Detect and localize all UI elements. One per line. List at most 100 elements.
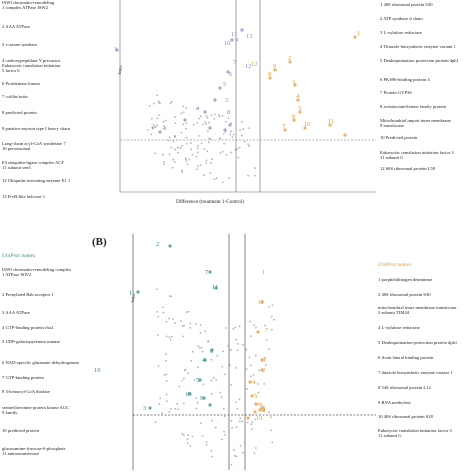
highlighted-point (230, 38, 234, 42)
data-point (231, 427, 233, 429)
highlighted-point (328, 123, 332, 127)
data-point (223, 415, 226, 418)
panel-a-axes (119, 0, 376, 193)
point-label: 10 (224, 40, 231, 47)
data-point (235, 455, 238, 458)
data-point (196, 151, 199, 154)
data-point (207, 340, 209, 343)
data-point (162, 306, 164, 309)
data-point (169, 295, 171, 297)
data-point (165, 360, 168, 362)
data-point (147, 129, 149, 131)
data-point (253, 324, 256, 327)
point-label: 3 (292, 79, 295, 86)
data-point (182, 434, 185, 437)
list-item: E3 ubiquitin-ligase complex ACF 11 subun… (2, 160, 64, 171)
list-item: 8 predicted protein (2, 110, 37, 115)
highlighted-point (228, 123, 232, 127)
list-item: 6 Actin lateral binding protein (378, 355, 434, 360)
data-point (165, 373, 168, 376)
data-point (168, 336, 171, 339)
data-point (170, 408, 172, 410)
point-label: 7 (233, 59, 237, 66)
data-point (158, 403, 160, 405)
list-item: 5 Deubiquitination-protection protein dp… (378, 340, 458, 345)
data-point (174, 322, 177, 325)
data-point (242, 343, 244, 346)
highlighted-point (288, 60, 292, 64)
point-label: 6 (258, 401, 262, 408)
data-point (221, 365, 224, 368)
highlighted-point (293, 83, 297, 87)
point-label: 3 (262, 406, 265, 413)
data-point (234, 366, 237, 369)
data-point (181, 325, 184, 327)
data-point (185, 311, 188, 314)
data-point (206, 116, 209, 119)
data-point (205, 441, 208, 444)
data-point (247, 174, 250, 177)
point-label: 1 (357, 30, 360, 37)
data-point (196, 401, 199, 404)
data-point (197, 134, 200, 137)
data-point (210, 393, 213, 395)
data-point (223, 142, 226, 145)
data-point (172, 140, 175, 143)
data-point (165, 320, 168, 323)
list-item: 4 carboxypeptidase Y precursor Eukaryoti… (2, 58, 61, 74)
data-point (169, 339, 172, 341)
data-point (210, 449, 213, 452)
data-point (218, 115, 221, 118)
list-item: 2 Prenylated Rab acceptor 1 (2, 292, 54, 297)
data-point (224, 433, 226, 436)
data-point (221, 114, 224, 117)
data-point (183, 324, 186, 327)
highlighted-point (296, 98, 300, 102)
list-item: ISWI chromatin-remodeling complex 1 ATPa… (2, 267, 72, 278)
highlighted-point (240, 28, 244, 32)
point-label: 10 (304, 121, 311, 128)
data-point (180, 112, 183, 115)
data-point (254, 447, 257, 449)
data-point (192, 123, 195, 126)
data-point (164, 119, 167, 122)
highlighted-point (260, 300, 264, 304)
data-point (271, 304, 274, 307)
data-point (228, 364, 231, 367)
data-point (201, 123, 204, 126)
data-point (271, 441, 274, 444)
data-point (182, 111, 185, 114)
data-point (181, 432, 184, 435)
data-point (178, 385, 181, 388)
data-point (187, 310, 190, 313)
data-point (171, 318, 174, 321)
list-item: ISWI chromatin-remodeling 1 complex ATPa… (2, 0, 55, 11)
data-point (165, 393, 168, 396)
data-point (205, 162, 208, 164)
data-point (163, 125, 166, 128)
data-point (236, 349, 239, 352)
data-point (165, 380, 168, 382)
data-point (225, 120, 227, 123)
data-point (273, 318, 275, 321)
data-point (210, 379, 213, 382)
point-label: 6 (210, 348, 214, 355)
data-point (250, 335, 252, 338)
data-point (183, 369, 186, 372)
data-point (220, 396, 223, 398)
highlighted-point (148, 406, 152, 410)
data-point (195, 407, 198, 410)
list-item: 4 GTP-binding protein rho2 (2, 325, 54, 330)
highlighted-point (248, 380, 252, 384)
data-point (159, 102, 161, 105)
point-label: 9 (262, 357, 265, 364)
data-point (155, 288, 158, 291)
highlighted-point (115, 48, 119, 52)
data-point (203, 148, 206, 150)
point-label: 11 (328, 118, 334, 125)
data-point (193, 379, 196, 381)
data-point (161, 153, 164, 156)
data-point (197, 345, 200, 347)
data-point (185, 122, 187, 125)
